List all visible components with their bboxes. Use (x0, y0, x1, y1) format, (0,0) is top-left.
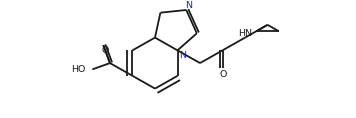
Text: HN: HN (238, 29, 252, 38)
Text: HO: HO (71, 65, 85, 74)
Text: N: N (185, 1, 192, 10)
Text: O: O (101, 46, 109, 55)
Text: N: N (179, 51, 186, 60)
Text: O: O (220, 70, 227, 79)
